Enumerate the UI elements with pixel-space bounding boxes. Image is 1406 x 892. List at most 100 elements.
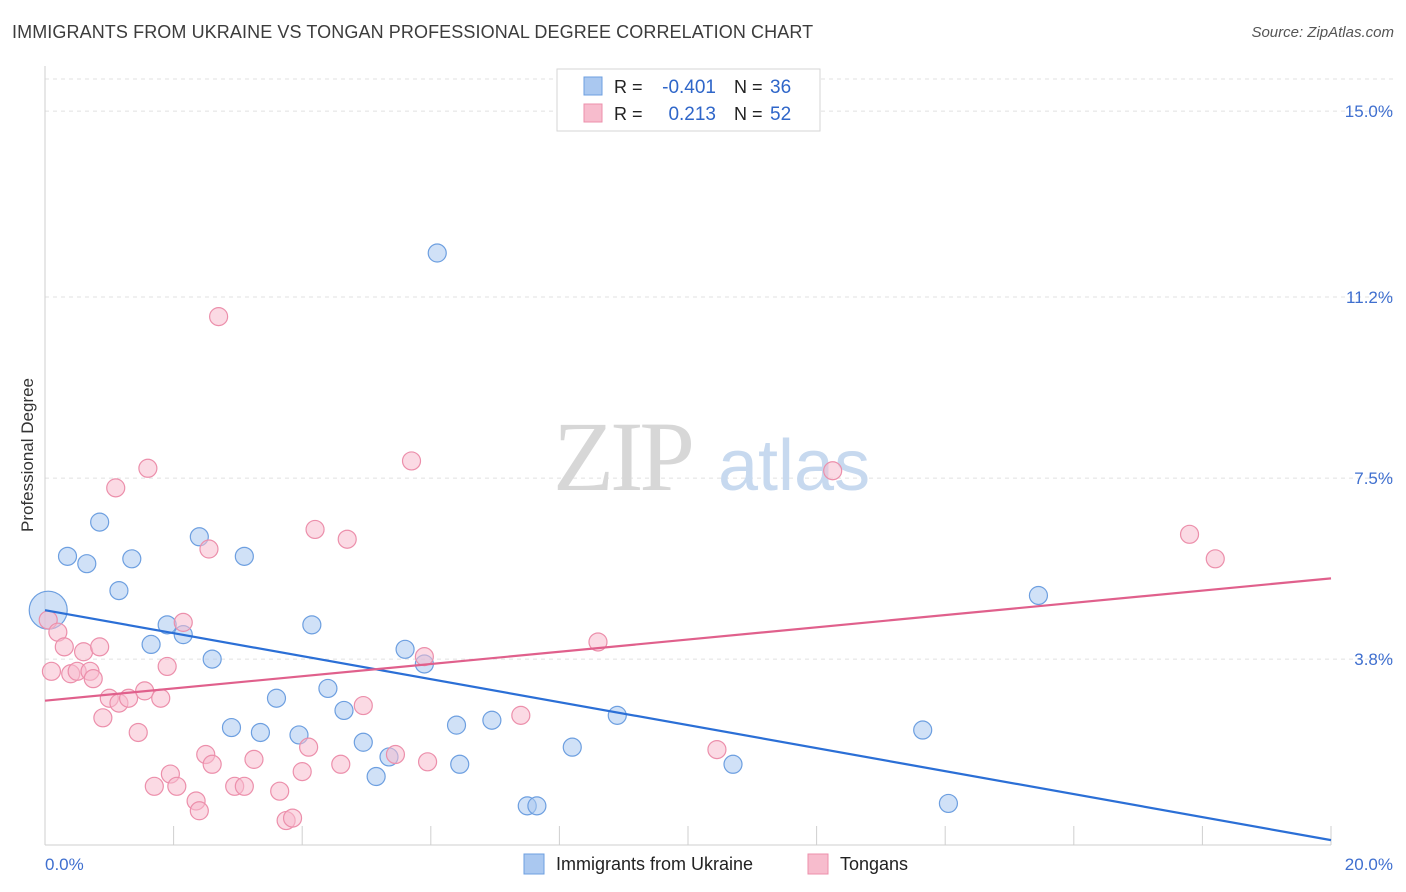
trendlines	[44, 577, 1332, 842]
tongan-point	[41, 661, 62, 681]
tongan-point	[353, 695, 373, 716]
ukraine-point	[57, 546, 78, 566]
legend-n-label-2: N =	[734, 104, 763, 124]
tongan-point	[588, 632, 608, 652]
tongan-point	[209, 307, 229, 327]
ukraine-point	[607, 705, 627, 725]
watermark: ZIP atlas	[553, 401, 870, 512]
ukraine-point	[353, 732, 373, 752]
tongan-point	[292, 762, 312, 782]
legend-n-value-2: 52	[770, 104, 791, 125]
tongan-trendline	[44, 577, 1332, 702]
ukraine-point	[938, 793, 959, 814]
ukraine-points	[28, 243, 1049, 816]
ukraine-point	[266, 688, 287, 708]
ukraine-point	[723, 754, 743, 774]
legend-r-value-1: -0.401	[662, 77, 716, 98]
tongan-point	[151, 688, 171, 708]
ukraine-point	[318, 678, 338, 699]
tongan-point	[823, 461, 843, 481]
tongan-point	[385, 744, 406, 765]
legend-n-label-1: N =	[734, 77, 763, 97]
tongan-point	[511, 705, 531, 725]
legend-r-value-2: 0.213	[668, 104, 716, 125]
legend-n-value-1: 36	[770, 77, 791, 98]
tongan-point	[144, 776, 164, 796]
ukraine-point	[250, 722, 271, 743]
tongan-point	[270, 781, 290, 801]
axes	[44, 66, 1332, 846]
tongan-point	[83, 669, 103, 689]
ukraine-point	[109, 580, 129, 601]
legend-swatch-ukraine	[583, 76, 603, 96]
ukraine-point	[366, 766, 386, 787]
tongan-point	[106, 478, 126, 498]
tongan-point	[128, 722, 148, 743]
tongan-point	[417, 752, 438, 772]
tongan-point	[189, 801, 209, 821]
ukraine-point	[450, 754, 470, 774]
ukraine-point	[562, 737, 582, 757]
tongan-points	[38, 307, 1225, 831]
tick-labels: 3.8% 7.5% 11.2% 15.0% 0.0% 20.0%	[45, 102, 1393, 874]
ukraine-point	[90, 512, 110, 532]
stats-legend: R = -0.401 N = 36 R = 0.213 N = 52	[556, 68, 821, 132]
tongan-point	[1205, 549, 1225, 569]
gridlines	[45, 78, 1395, 660]
tongan-point	[173, 612, 193, 632]
watermark-atlas: atlas	[718, 426, 870, 506]
tongan-point	[199, 539, 219, 559]
series-legend-label-tongan[interactable]: Tongans	[840, 854, 908, 874]
ukraine-point	[395, 639, 415, 659]
ukraine-point	[221, 717, 242, 738]
ukraine-point	[913, 720, 933, 740]
tongan-point	[202, 754, 222, 774]
tongan-point	[331, 754, 351, 774]
tongan-point	[54, 637, 74, 657]
y-tick-label: 3.8%	[1354, 650, 1393, 669]
chart-title: IMMIGRANTS FROM UKRAINE VS TONGAN PROFES…	[12, 22, 814, 42]
source-credit: Source: ZipAtlas.com	[1251, 24, 1394, 41]
x-tick-label: 20.0%	[1345, 855, 1393, 874]
watermark-zip: ZIP	[553, 401, 691, 512]
y-tick-label: 11.2%	[1346, 288, 1393, 307]
tongan-point	[157, 656, 177, 677]
series-legend-swatch-tongan[interactable]	[807, 853, 829, 875]
tongan-point	[167, 776, 187, 796]
tongan-point	[234, 776, 254, 796]
tongan-point	[244, 749, 264, 769]
ukraine-point	[122, 549, 142, 569]
y-axis-label: Professional Degree	[18, 378, 37, 532]
ukraine-trendline	[44, 609, 1332, 842]
ukraine-point	[202, 649, 222, 669]
tongan-point	[90, 637, 110, 657]
y-tick-label: 7.5%	[1354, 469, 1393, 488]
ukraine-point	[527, 796, 547, 816]
x-tick-label: 0.0%	[45, 855, 84, 874]
ukraine-point	[1028, 585, 1049, 606]
ukraine-point	[482, 710, 502, 730]
series-legend-swatch-ukraine[interactable]	[523, 853, 545, 875]
y-tick-label: 15.0%	[1345, 102, 1393, 121]
legend-r-label-1: R =	[614, 77, 643, 97]
series-legend-label-ukraine[interactable]: Immigrants from Ukraine	[556, 854, 753, 874]
tongan-point	[299, 737, 319, 757]
series-legend: Immigrants from Ukraine Tongans	[523, 853, 908, 875]
tongan-point	[93, 708, 113, 728]
tongan-point	[282, 808, 303, 828]
tongan-point	[138, 458, 158, 478]
ukraine-point	[77, 554, 97, 574]
ukraine-point	[302, 615, 322, 635]
ukraine-point	[427, 243, 447, 263]
ukraine-point	[141, 634, 161, 655]
legend-swatch-tongan	[583, 103, 603, 123]
ukraine-point	[234, 546, 254, 566]
tongan-point	[337, 529, 357, 549]
tongan-point	[305, 519, 325, 540]
tongan-point	[707, 739, 727, 760]
tongan-point	[1179, 524, 1200, 544]
legend-r-label-2: R =	[614, 104, 643, 124]
ukraine-point	[446, 715, 467, 735]
ukraine-point	[334, 700, 354, 721]
